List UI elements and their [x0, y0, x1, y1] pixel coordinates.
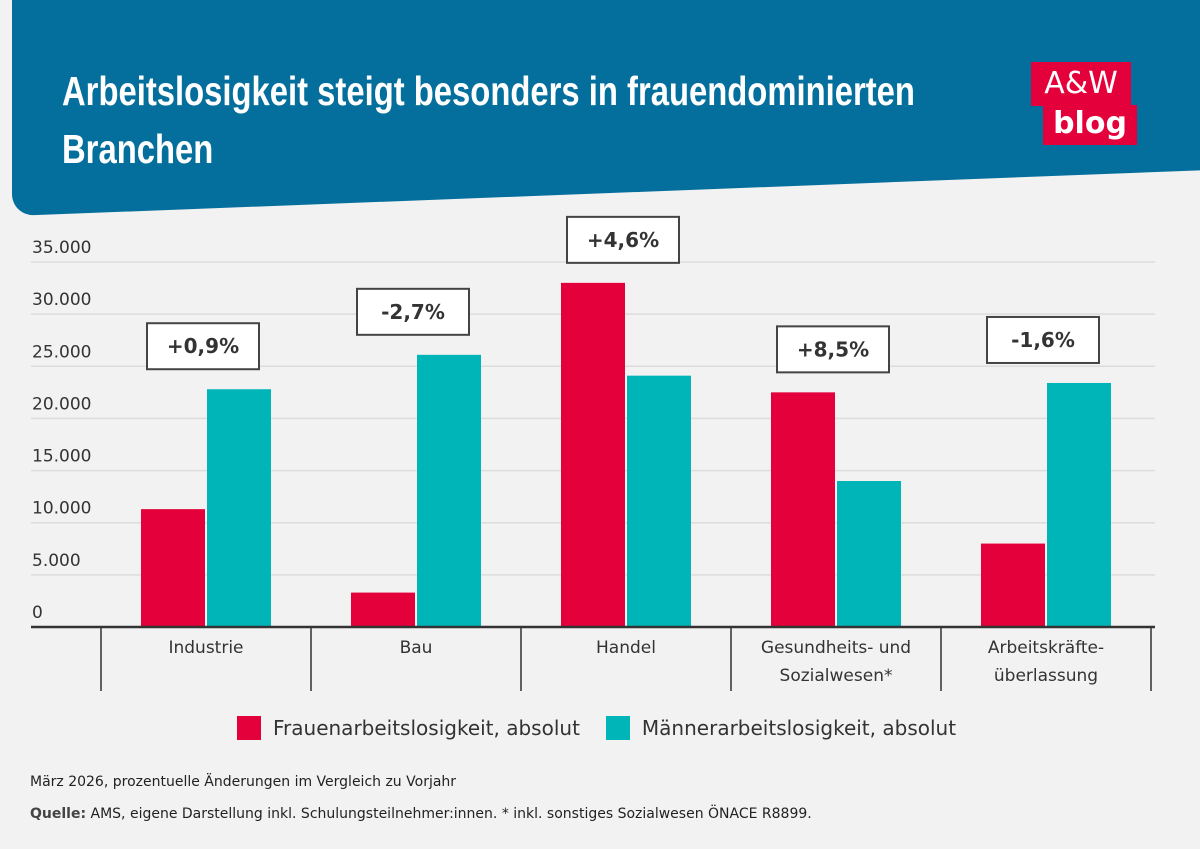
bar-chart: 0 5.000 10.000 15.000 20.000 25.000 30.000 35.0…: [31, 215, 1155, 691]
bar-women: [771, 392, 835, 627]
bar-men: [837, 481, 901, 627]
x-category-label: überlassung: [994, 666, 1098, 686]
bar-men: [417, 354, 481, 627]
bar-men: [207, 389, 271, 627]
bar-women: [351, 592, 415, 627]
change-label-box: [146, 322, 260, 371]
y-tick-label: 0: [32, 603, 43, 623]
change-label-box: [776, 325, 890, 374]
y-tick-label: 35.000: [32, 238, 91, 258]
logo-blog: blog: [1043, 105, 1137, 145]
change-label: -1,6%: [1011, 328, 1075, 352]
x-category-label: Arbeitskräfte-: [988, 638, 1104, 658]
chart-title: Arbeitslosigkeit steigt besonders in fra…: [62, 62, 915, 178]
y-tick-label: 25.000: [32, 342, 91, 362]
x-category-label: Handel: [596, 638, 656, 658]
y-tick-label: 5.000: [32, 551, 81, 571]
y-tick-label: 20.000: [32, 394, 91, 414]
x-category-label: Gesundheits- und: [761, 638, 911, 658]
logo-aw: A&W: [1031, 62, 1131, 106]
x-category-label: Industrie: [168, 638, 243, 658]
change-label-box: [986, 315, 1100, 364]
legend: Frauenarbeitslosigkeit, absolut Männerar…: [237, 716, 956, 740]
change-label-box: [566, 215, 680, 264]
legend-swatch-women: [237, 716, 261, 740]
change-label: -2,7%: [381, 300, 445, 324]
bar-women: [561, 282, 625, 627]
y-tick-label: 15.000: [32, 447, 91, 467]
x-category-label: Bau: [400, 638, 433, 658]
change-label: +8,5%: [797, 337, 869, 361]
bar-women: [981, 543, 1045, 627]
title-line-2: Branchen: [62, 126, 214, 172]
y-tick-label: 30.000: [32, 290, 91, 310]
bar-men: [1047, 382, 1111, 627]
change-label-box: [356, 287, 470, 336]
source-text: AMS, eigene Darstellung inkl. Schulungst…: [86, 806, 812, 822]
title-line-1: Arbeitslosigkeit steigt besonders in fra…: [62, 68, 915, 114]
change-label: +0,9%: [167, 334, 239, 358]
legend-label-men: Männerarbeitslosigkeit, absolut: [641, 716, 957, 740]
change-label: +4,6%: [587, 228, 659, 252]
legend-swatch-men: [605, 716, 630, 740]
legend-label-women: Frauenarbeitslosigkeit, absolut: [273, 716, 580, 740]
bar-women: [141, 509, 205, 627]
x-category-label: Sozialwesen*: [780, 666, 893, 686]
source-note: Quelle: AMS, eigene Darstellung inkl. Sc…: [30, 806, 812, 822]
y-tick-label: 10.000: [32, 499, 91, 519]
footnote: März 2026, prozentuelle Änderungen im Ve…: [30, 774, 457, 790]
bar-men: [627, 375, 691, 627]
source-label: Quelle:: [30, 806, 87, 822]
